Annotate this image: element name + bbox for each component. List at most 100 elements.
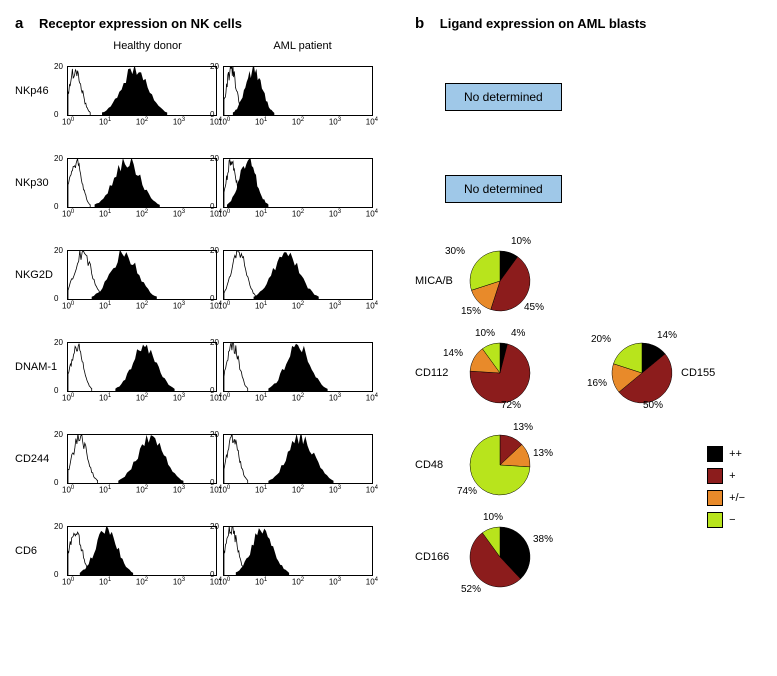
histogram: 200 100101102103104	[223, 434, 373, 484]
pie-pct-label: 20%	[591, 334, 611, 345]
pie-pct-label: 10%	[475, 328, 495, 339]
x-ticks: 100101102103104	[62, 301, 222, 311]
pie-pct-label: 16%	[587, 378, 607, 389]
y-ticks: 200	[54, 523, 63, 579]
col-header-patient: AML patient	[225, 40, 380, 52]
panel-b-row: CD48 13%13%74%	[415, 430, 755, 500]
pie-pct-label: 10%	[483, 512, 503, 523]
pie-pct-label: 15%	[461, 306, 481, 317]
histogram-row: CD244 200 100101102103104 200 1001011021…	[15, 424, 385, 494]
pie-pct-label: 14%	[443, 348, 463, 359]
histogram: 200 100101102103104	[67, 526, 217, 576]
ligand-label: CD155	[681, 367, 715, 379]
y-ticks: 200	[210, 431, 219, 487]
panel-b-row: CD112 4%72%14%10% 14%50%16%20% CD155	[415, 338, 755, 408]
pie-group: MICA/B 10%45%15%30%	[415, 250, 531, 312]
pie-chart: 10%45%15%30%	[469, 250, 531, 312]
panel-b-letter: b	[415, 15, 424, 32]
panel-b-row: CD166 38%52%10%	[415, 522, 755, 592]
pie-chart: 14%50%16%20%	[611, 342, 673, 404]
panel-b-title: b Ligand expression on AML blasts	[415, 15, 755, 32]
panel-b-row: No determined	[415, 154, 755, 224]
histogram: 200 100101102103104	[223, 342, 373, 392]
pie-chart: 4%72%14%10%	[469, 342, 531, 404]
pie-pct-label: 72%	[501, 400, 521, 411]
pie-pct-label: 10%	[511, 236, 531, 247]
y-ticks: 200	[54, 155, 63, 211]
x-ticks: 100101102103104	[62, 577, 222, 587]
legend-swatch	[707, 512, 723, 528]
pie-group: CD166 38%52%10%	[415, 526, 531, 588]
x-ticks: 100101102103104	[218, 393, 378, 403]
ligand-label: CD48	[415, 459, 463, 471]
histogram-row: CD6 200 100101102103104 200 100101102103…	[15, 516, 385, 586]
histogram: 200 100101102103104	[223, 250, 373, 300]
legend-label: +	[729, 470, 735, 482]
pie-pct-label: 38%	[533, 534, 553, 545]
ligand-label: CD112	[415, 367, 463, 379]
x-ticks: 100101102103104	[218, 117, 378, 127]
histogram: 200 100101102103104	[223, 66, 373, 116]
histogram-row: DNAM-1 200 100101102103104 200 100101102…	[15, 332, 385, 402]
y-ticks: 200	[54, 339, 63, 395]
legend: ++++/−−	[707, 446, 745, 534]
pie-pct-label: 4%	[511, 328, 525, 339]
histogram-row: NKG2D 200 100101102103104 200 1001011021…	[15, 240, 385, 310]
panel-a-title: a Receptor expression on NK cells	[15, 15, 385, 32]
panel-a-title-text: Receptor expression on NK cells	[39, 16, 242, 31]
legend-swatch	[707, 468, 723, 484]
pie-pct-label: 50%	[643, 400, 663, 411]
no-determined-box: No determined	[445, 175, 562, 203]
histogram-row: NKp46 200 100101102103104 200 1001011021…	[15, 56, 385, 126]
histogram: 200 100101102103104	[67, 342, 217, 392]
pie-chart: 38%52%10%	[469, 526, 531, 588]
legend-label: −	[729, 514, 735, 526]
x-ticks: 100101102103104	[218, 577, 378, 587]
pie-pct-label: 74%	[457, 486, 477, 497]
x-ticks: 100101102103104	[62, 117, 222, 127]
pie-pct-label: 30%	[445, 246, 465, 257]
y-ticks: 200	[210, 155, 219, 211]
legend-swatch	[707, 446, 723, 462]
y-ticks: 200	[210, 247, 219, 303]
x-ticks: 100101102103104	[62, 485, 222, 495]
x-ticks: 100101102103104	[218, 301, 378, 311]
legend-item: +/−	[707, 490, 745, 506]
x-ticks: 100101102103104	[218, 209, 378, 219]
panel-a-col-headers: Healthy donor AML patient	[15, 40, 385, 52]
histogram-row: NKp30 200 100101102103104 200 1001011021…	[15, 148, 385, 218]
col-header-healthy: Healthy donor	[70, 40, 225, 52]
legend-item: +	[707, 468, 745, 484]
pie-group: 14%50%16%20% CD155	[611, 342, 715, 404]
histogram: 200 100101102103104	[67, 66, 217, 116]
pie-chart: 13%13%74%	[469, 434, 531, 496]
pie-pct-label: 13%	[533, 448, 553, 459]
legend-label: ++	[729, 448, 742, 460]
legend-swatch	[707, 490, 723, 506]
y-ticks: 200	[54, 247, 63, 303]
pie-group: CD48 13%13%74%	[415, 434, 531, 496]
pie-pct-label: 45%	[524, 302, 544, 313]
panel-b: b Ligand expression on AML blasts No det…	[415, 15, 755, 614]
y-ticks: 200	[210, 339, 219, 395]
figure-root: a Receptor expression on NK cells Health…	[15, 15, 762, 614]
ligand-label: CD166	[415, 551, 463, 563]
histogram: 200 100101102103104	[223, 526, 373, 576]
pie-group: CD112 4%72%14%10%	[415, 342, 531, 404]
x-ticks: 100101102103104	[218, 485, 378, 495]
y-ticks: 200	[54, 63, 63, 119]
y-ticks: 200	[210, 523, 219, 579]
histogram: 200 100101102103104	[67, 250, 217, 300]
ligand-label: MICA/B	[415, 275, 463, 287]
panel-b-title-text: Ligand expression on AML blasts	[440, 16, 647, 31]
pie-pct-label: 14%	[657, 330, 677, 341]
pie-pct-label: 52%	[461, 584, 481, 595]
panel-b-row: No determined	[415, 62, 755, 132]
legend-item: −	[707, 512, 745, 528]
histogram: 200 100101102103104	[67, 434, 217, 484]
y-ticks: 200	[210, 63, 219, 119]
x-ticks: 100101102103104	[62, 393, 222, 403]
no-determined-box: No determined	[445, 83, 562, 111]
panel-a: a Receptor expression on NK cells Health…	[15, 15, 385, 614]
panel-a-letter: a	[15, 15, 23, 32]
